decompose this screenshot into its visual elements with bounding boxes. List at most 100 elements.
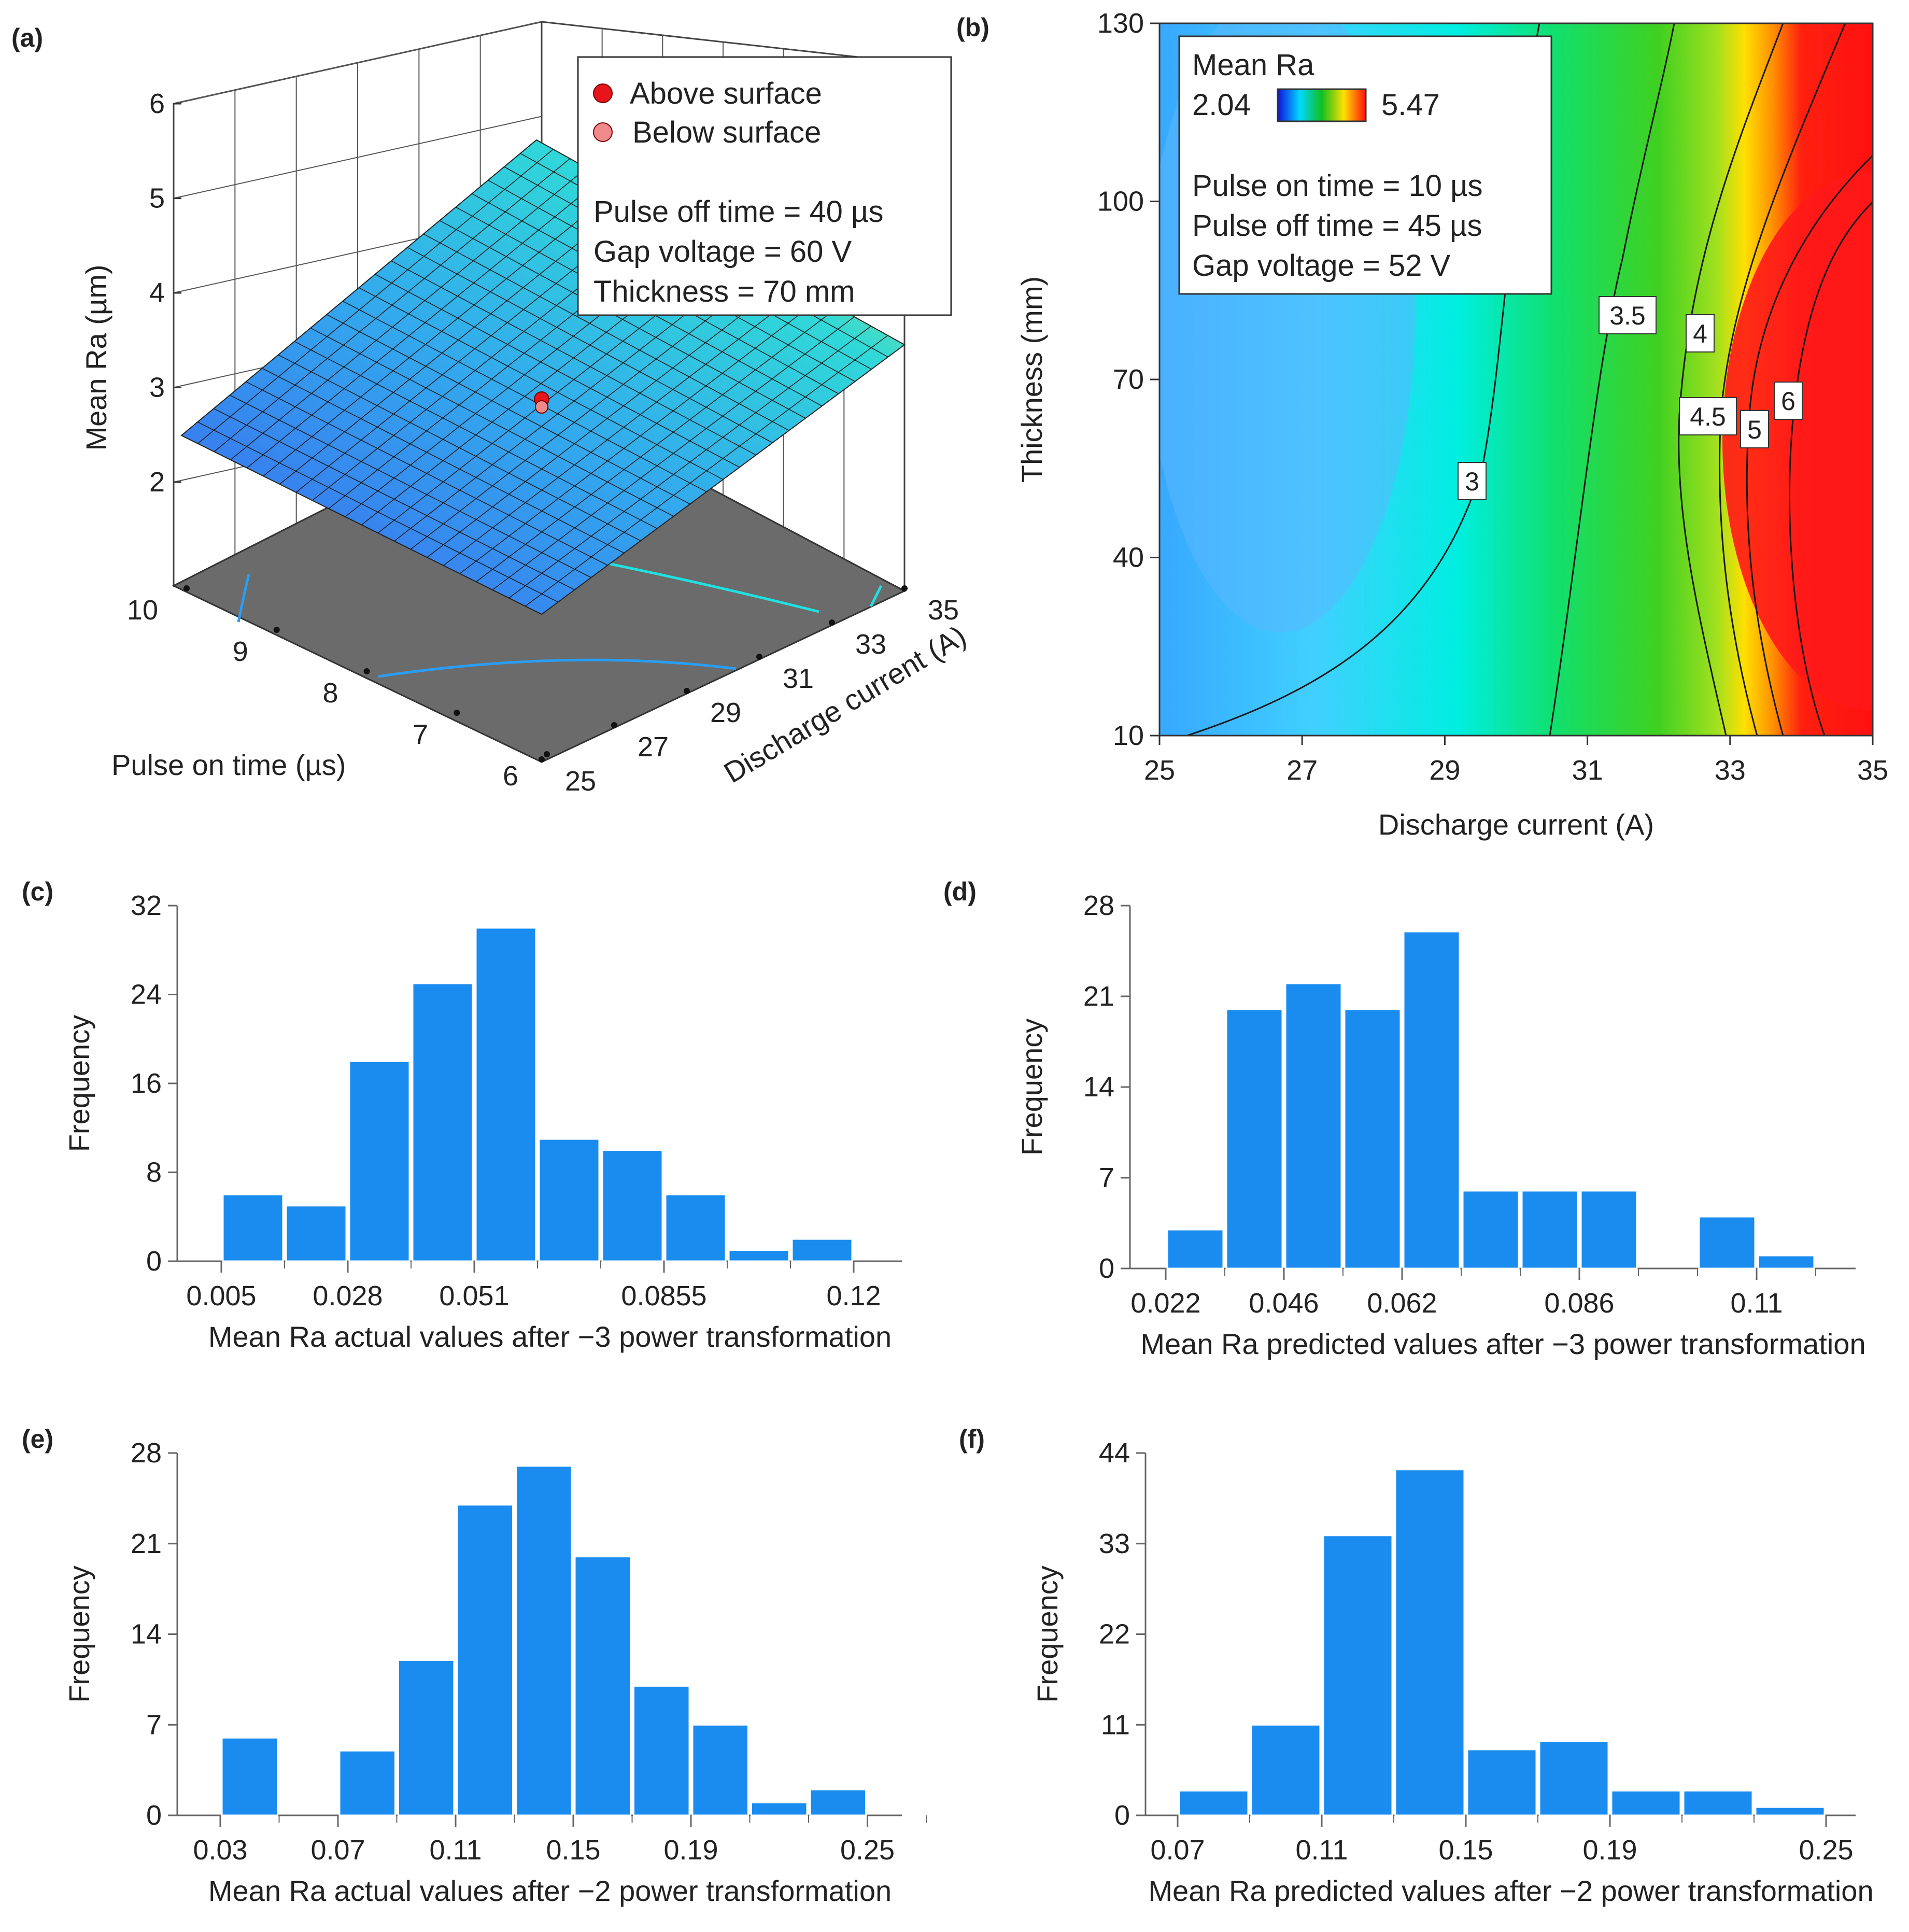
panel-c-histogram: (c) 0 8 16 24 32 0.005 0.028 0.051 0.0855 0.12 Mean… xyxy=(22,877,902,1353)
histogram-bar xyxy=(574,1556,631,1816)
y-tick-label: 25 xyxy=(565,766,596,797)
condition-gap-voltage: Gap voltage = 60 V xyxy=(593,235,852,269)
contour-label: 3.5 xyxy=(1609,301,1646,330)
contour-region-high xyxy=(1722,171,1873,710)
panel-b-contour-plot: (b) 3 3.5 4 4.5 56 25 27 29 31 33 35 10 40 70 100 130… xyxy=(956,8,1888,841)
colorbar-max: 5.47 xyxy=(1381,88,1440,122)
b-x-tick-label: 35 xyxy=(1857,755,1888,786)
y-tick-label: 28 xyxy=(1083,890,1114,921)
contour-label: 6 xyxy=(1781,387,1795,416)
panel-label: (f) xyxy=(959,1425,985,1454)
y-axis-title: Frequency xyxy=(1015,1019,1048,1156)
x-tick-label: 0.062 xyxy=(1367,1288,1437,1319)
x-tick-label: 0.07 xyxy=(310,1835,365,1866)
z-tick-label: 3 xyxy=(149,372,165,403)
y-tick-label: 14 xyxy=(131,1619,162,1650)
histogram-bar xyxy=(601,1149,663,1262)
legend-above-marker xyxy=(593,83,613,103)
y-tick-label: 32 xyxy=(131,890,162,921)
x-tick-label: 0.12 xyxy=(826,1280,881,1311)
histogram-bar xyxy=(475,927,537,1262)
contour-label-box xyxy=(1679,397,1737,435)
y-tick-mark xyxy=(901,585,908,591)
design-point-below xyxy=(535,400,548,414)
y-tick-label: 0 xyxy=(146,1800,162,1831)
histogram-bar xyxy=(751,1801,808,1816)
x-tick-label: 0.086 xyxy=(1544,1288,1614,1319)
y-tick-label: 33 xyxy=(855,629,886,660)
panel-e-histogram: (e) 0 7 14 21 28 0.03 0.07 0.11 0.15 0.19 0.25 Mean … xyxy=(22,1425,927,1907)
histogram-bar xyxy=(1322,1534,1393,1816)
histogram-bar xyxy=(1462,1190,1520,1270)
histogram-bar xyxy=(221,1737,278,1816)
panel-b-label: (b) xyxy=(956,13,989,42)
x-tick-label: 0.022 xyxy=(1130,1288,1200,1319)
histogram-bar xyxy=(728,1249,790,1262)
x-tick-label: 0.028 xyxy=(313,1280,383,1311)
y-axis-title: Frequency xyxy=(1031,1566,1064,1703)
y-tick-label: 7 xyxy=(146,1709,162,1740)
x-tick-label: 0.15 xyxy=(1438,1835,1493,1866)
histogram-bar xyxy=(809,1788,867,1816)
y-tick-label: 8 xyxy=(146,1157,162,1188)
histogram-bar xyxy=(1284,982,1342,1270)
x-tick-label: 0.15 xyxy=(546,1835,600,1866)
y-tick-label: 44 xyxy=(1099,1437,1130,1469)
histogram-bar xyxy=(1250,1724,1321,1816)
x-tick-label: 0.19 xyxy=(663,1835,718,1866)
panel-a-legend: Above surface Below surface Pulse off ti… xyxy=(577,56,952,316)
histogram-bar xyxy=(1521,1190,1579,1270)
x-tick-mark xyxy=(273,627,280,633)
histogram-bar xyxy=(1580,1190,1638,1270)
panel-a-label: (a) xyxy=(11,23,43,52)
histogram-bar xyxy=(338,1750,396,1816)
histogram-bar xyxy=(1178,1789,1249,1816)
b-y-axis-title: Thickness (mm) xyxy=(1015,276,1048,483)
histogram-bar xyxy=(538,1138,600,1262)
z-tick-label: 6 xyxy=(149,88,165,119)
y-axis-title: Frequency xyxy=(63,1015,95,1152)
histogram-bar xyxy=(1610,1789,1681,1816)
histogram-bar xyxy=(1225,1008,1283,1270)
contour-label-box xyxy=(1599,296,1657,334)
y-tick-label: 16 xyxy=(131,1068,162,1099)
histogram-bar xyxy=(664,1193,727,1262)
x-axis-title: Pulse on time (µs) xyxy=(111,749,346,781)
histogram-bar xyxy=(222,1193,284,1262)
b-x-tick-label: 25 xyxy=(1144,755,1175,786)
histogram-bar xyxy=(1698,1216,1756,1270)
histogram-bar xyxy=(791,1238,853,1262)
contour-label: 5 xyxy=(1747,415,1762,444)
x-tick-label: 0.11 xyxy=(1295,1835,1348,1866)
z-tick-label: 5 xyxy=(149,183,165,214)
condition-pulse-off: Pulse off time = 40 µs xyxy=(593,195,883,229)
b-condition-pulse-on: Pulse on time = 10 µs xyxy=(1192,169,1483,203)
x-tick-mark xyxy=(183,585,190,591)
histogram-bar xyxy=(456,1504,514,1816)
legend-below-marker xyxy=(593,122,613,142)
panel-label: (e) xyxy=(22,1425,53,1454)
y-tick-label: 33 xyxy=(1099,1528,1130,1559)
panel-label: (c) xyxy=(22,877,53,906)
contour-label: 3 xyxy=(1465,467,1479,496)
legend-below-label: Below surface xyxy=(632,116,821,149)
histogram-bar xyxy=(1394,1469,1465,1816)
x-axis-title: Mean Ra actual values after −2 power tra… xyxy=(208,1874,892,1907)
contour-label-box xyxy=(1774,382,1803,420)
x-tick-mark xyxy=(544,751,550,757)
x-tick-label: 0.25 xyxy=(1799,1835,1853,1866)
b-x-tick-label: 33 xyxy=(1715,755,1746,786)
x-tick-label: 7 xyxy=(413,719,428,750)
b-y-tick-label: 10 xyxy=(1113,720,1144,751)
b-x-tick-label: 27 xyxy=(1286,755,1318,786)
x-axis-title: Mean Ra actual values after −3 power tra… xyxy=(208,1320,892,1353)
x-tick-label: 6 xyxy=(503,760,518,792)
condition-thickness: Thickness = 70 mm xyxy=(593,275,855,308)
b-x-tick-label: 29 xyxy=(1429,755,1460,786)
histogram-bar xyxy=(1166,1229,1224,1270)
b-y-axis-ticks: 10 40 70 100 130 xyxy=(1097,8,1159,751)
x-tick-label: 0.07 xyxy=(1150,1835,1205,1866)
x-tick-label: 0.051 xyxy=(439,1280,509,1311)
histogram-bar xyxy=(348,1060,411,1262)
x-tick-label: 10 xyxy=(127,595,158,626)
